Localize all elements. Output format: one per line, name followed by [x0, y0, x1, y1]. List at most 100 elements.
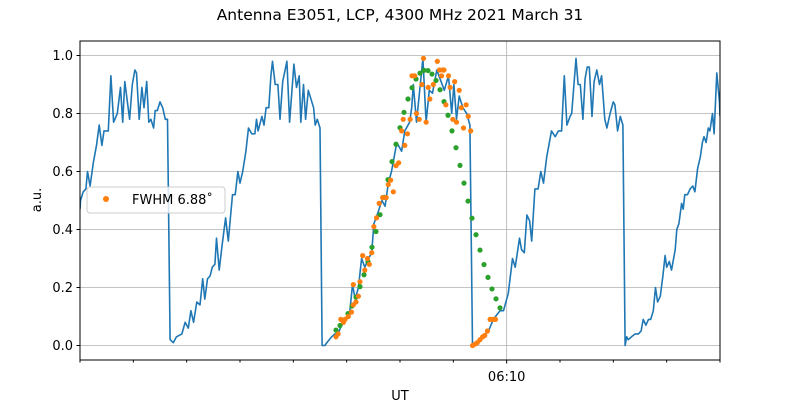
data-point-measured	[492, 316, 499, 322]
data-point-measured	[468, 128, 474, 134]
data-point-measured	[425, 84, 431, 90]
data-point-fit	[369, 244, 375, 250]
data-point-fit	[377, 212, 383, 218]
data-point-measured	[458, 105, 464, 111]
data-point-measured	[430, 81, 436, 88]
data-point-fit	[489, 286, 495, 292]
data-point-fit	[357, 284, 363, 290]
data-point-measured	[445, 73, 452, 79]
data-point-measured	[423, 119, 429, 125]
data-point-fit	[453, 145, 459, 151]
data-point-fit	[485, 274, 491, 280]
data-point-fit	[373, 228, 379, 235]
data-point-fit	[405, 96, 411, 102]
data-point-measured	[416, 116, 422, 122]
data-point-measured	[388, 177, 394, 183]
axis-ticks: 0.0 0.2 0.4 0.6 0.8 1.0 06:10	[52, 49, 721, 385]
legend-label-measured: FWHM 6.88˚	[132, 192, 213, 208]
data-point-fit	[429, 71, 435, 77]
data-point-measured	[453, 119, 460, 125]
data-point-fit	[469, 215, 475, 221]
data-point-fit	[465, 198, 471, 204]
data-point-measured	[452, 79, 458, 85]
data-point-measured	[360, 253, 366, 259]
data-point-fit	[417, 70, 423, 76]
data-point-fit	[333, 327, 339, 333]
data-point-measured	[385, 181, 391, 188]
data-point-measured	[407, 116, 413, 122]
data-point-fit	[497, 305, 503, 311]
y-tick-label: 1.0	[52, 49, 73, 64]
data-point-fit	[493, 296, 499, 302]
data-point-measured	[396, 160, 402, 166]
data-point-measured	[465, 113, 471, 119]
data-point-fit	[457, 162, 463, 169]
data-point-measured	[383, 195, 389, 201]
x-tick-label: 06:10	[488, 370, 525, 385]
data-point-fit	[421, 67, 427, 73]
data-point-fit	[437, 87, 443, 93]
data-point-measured	[364, 255, 371, 262]
data-point-fit	[393, 141, 399, 147]
x-axis-label: UT	[391, 389, 409, 400]
data-point-measured	[355, 293, 361, 299]
data-point-fit	[481, 261, 487, 268]
data-point-fit	[337, 322, 343, 329]
data-point-measured	[400, 116, 406, 122]
data-point-measured	[460, 125, 467, 131]
data-point-fit	[389, 159, 395, 165]
data-point-fit	[477, 247, 483, 253]
data-point-measured	[348, 309, 355, 315]
chart-title: Antenna E3051, LCP, 4300 MHz 2021 March …	[217, 6, 584, 24]
data-point-measured	[371, 224, 377, 230]
data-point-measured	[443, 102, 449, 108]
data-point-measured	[484, 328, 491, 334]
data-point-measured	[404, 131, 411, 137]
data-point-fit	[449, 128, 455, 134]
data-point-measured	[447, 84, 453, 90]
data-point-fit	[401, 109, 407, 115]
data-point-measured	[456, 87, 462, 93]
data-point-measured	[482, 332, 488, 338]
data-point-measured	[450, 116, 456, 122]
data-point-measured	[345, 313, 351, 320]
y-tick-label: 0.2	[52, 281, 73, 296]
y-tick-label: 0.4	[52, 223, 73, 238]
data-point-measured	[420, 55, 427, 62]
grid	[80, 41, 720, 360]
legend-marker-measured	[103, 196, 109, 202]
data-point-measured	[402, 142, 408, 148]
data-point-measured	[350, 282, 356, 288]
data-point-measured	[390, 189, 396, 195]
data-point-measured	[376, 200, 382, 206]
legend: FWHM 6.88˚	[86, 186, 226, 214]
data-point-measured	[434, 58, 440, 64]
data-point-measured	[369, 250, 375, 256]
data-point-measured	[399, 128, 405, 134]
y-tick-label: 0.8	[52, 107, 73, 122]
y-axis-label: a.u.	[30, 188, 45, 212]
data-point-measured	[335, 331, 341, 337]
data-point-fit	[361, 272, 367, 278]
data-point-measured	[412, 73, 418, 79]
data-point-measured	[427, 96, 433, 102]
data-point-measured	[357, 279, 363, 285]
data-point-fit	[445, 112, 451, 118]
y-tick-label: 0.6	[52, 165, 73, 180]
data-point-measured	[419, 81, 425, 88]
data-point-fit	[473, 232, 479, 238]
data-point-measured	[441, 67, 447, 73]
data-point-measured	[463, 102, 469, 108]
data-point-fit	[433, 77, 439, 84]
plot-area	[80, 55, 720, 349]
data-point-measured	[353, 299, 359, 305]
data-point-measured	[439, 73, 445, 79]
data-point-measured	[373, 215, 380, 221]
data-point-measured	[413, 110, 420, 117]
data-point-fit	[425, 67, 431, 74]
legend-box	[86, 186, 226, 214]
data-point-measured	[362, 267, 368, 273]
data-point-measured	[366, 261, 372, 267]
data-point-fit	[409, 85, 415, 91]
